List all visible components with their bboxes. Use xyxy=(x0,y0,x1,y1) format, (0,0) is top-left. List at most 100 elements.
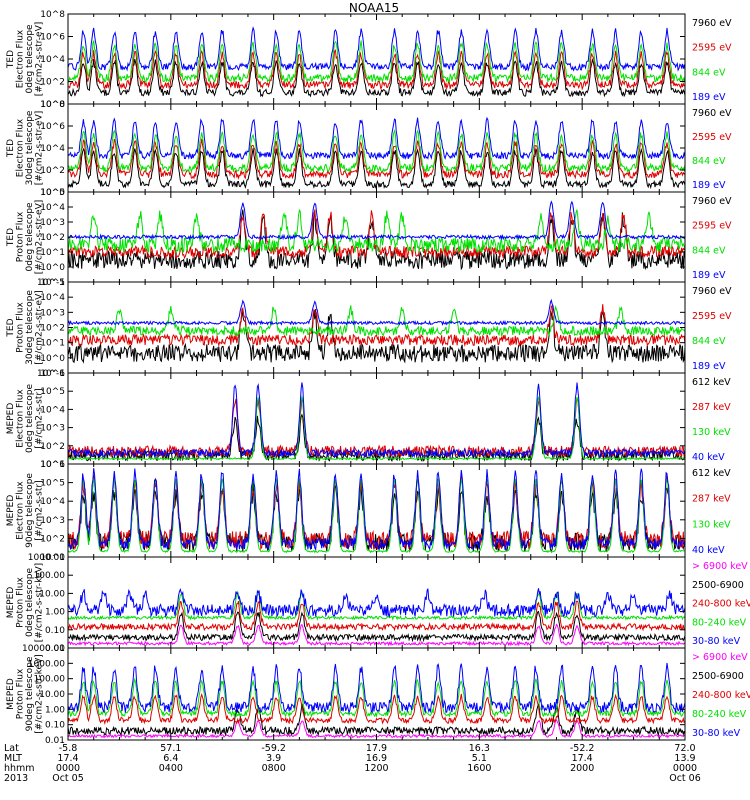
y-tick-label: 10^3 xyxy=(40,308,65,318)
y-tick-label: 10^5 xyxy=(40,479,65,489)
y-tick-label: 10^2 xyxy=(40,78,65,88)
y-tick-label: 10^2 xyxy=(40,442,65,452)
legend-entry: 844 eV xyxy=(692,156,726,167)
y-tick-label: 0.10 xyxy=(45,626,65,636)
x-axis-row-label: 2013 xyxy=(4,773,28,784)
legend-entry: 189 eV xyxy=(692,180,726,191)
y-tick-label: 10^6 xyxy=(40,369,65,379)
legend-entry: 40 keV xyxy=(692,452,725,463)
y-tick-label: 10^0 xyxy=(40,263,65,273)
x-tick-label: -52.2 xyxy=(570,743,595,754)
panel-5: 10^6 10^5 10^4 10^3 10^2 10^1 MEPED Electron Fl… xyxy=(6,369,731,470)
y-tick-label: 0.10 xyxy=(45,721,65,731)
legend-entry: > 6900 keV xyxy=(692,561,748,572)
legend-entry: 2595 eV xyxy=(692,43,732,54)
series-line-844-ev xyxy=(68,128,685,174)
y-axis-label: 0deg telescope xyxy=(25,24,35,94)
legend-entry: 240-800 keV xyxy=(692,690,750,701)
x-tick-label: 72.0 xyxy=(674,743,695,754)
panel-2-data xyxy=(68,116,685,190)
x-tick-label: 0400 xyxy=(159,763,183,774)
series-line-7960-ev xyxy=(68,57,685,98)
y-tick-label: 10^-1 xyxy=(37,278,65,288)
series-line-189-ev xyxy=(68,200,685,241)
y-tick-label: 10^4 xyxy=(40,144,65,154)
y-tick-label: 10^5 xyxy=(40,278,65,288)
panel-frame xyxy=(67,103,686,193)
y-tick-label: 10000.00 xyxy=(22,644,65,654)
x-tick-label: 0800 xyxy=(262,763,286,774)
series-line-2595-ev xyxy=(68,49,685,91)
y-axis-label: MEPED xyxy=(6,495,16,527)
y-tick-label: 10^0 xyxy=(40,354,65,364)
y-axis-label: TED xyxy=(6,50,16,69)
y-tick-label: 10^1 xyxy=(40,248,65,258)
y-tick-label: 10^1 xyxy=(40,460,65,470)
series-line-240-800-kev xyxy=(68,692,685,726)
y-axis-label: [#/cm2-s-str-keV] xyxy=(35,654,45,733)
legend-entry: 287 keV xyxy=(692,402,731,413)
x-tick-label: Oct 05 xyxy=(52,773,84,784)
y-tick-label: 10.00 xyxy=(39,589,65,599)
legend-entry: 130 keV xyxy=(692,519,731,530)
y-axis-label: Proton Flux xyxy=(16,668,26,719)
legend-entry: 189 eV xyxy=(692,92,726,103)
series-line-7960-ev xyxy=(68,308,685,364)
y-axis-label: MEPED xyxy=(6,403,16,435)
panel-2: 10^8 10^6 10^4 10^2 10^0 TED Electron Flux 30de… xyxy=(6,100,732,198)
legend-entry: 612 keV xyxy=(692,377,731,388)
y-tick-label: 10^2 xyxy=(40,324,65,334)
series-line-2595-ev xyxy=(68,138,685,180)
y-tick-label: 10^4 xyxy=(40,293,65,303)
y-axis-label: [#/cm2-s-str-eV] xyxy=(35,290,45,365)
y-tick-label: 10^-1 xyxy=(37,369,65,379)
y-tick-label: 10^2 xyxy=(40,534,65,544)
legend-entry: 30-80 keV xyxy=(692,728,741,739)
x-axis-row-label: hhmm xyxy=(4,763,35,774)
y-tick-label: 1.00 xyxy=(45,608,65,618)
y-tick-label: 10^4 xyxy=(40,203,65,213)
panel-3-data xyxy=(68,200,685,271)
y-tick-label: 10^2 xyxy=(40,166,65,176)
series-line-240-800-kev xyxy=(68,600,685,632)
legend-entry: 240-800 keV xyxy=(692,599,750,610)
y-axis-label: TED xyxy=(6,139,16,158)
panel-frame xyxy=(67,647,686,741)
legend-entry: 612 keV xyxy=(692,468,731,479)
x-tick-label: 1600 xyxy=(467,763,491,774)
series-line-30-80-kev xyxy=(68,662,685,715)
y-tick-label: 0.01 xyxy=(45,644,65,654)
x-axis-row-label: MLT xyxy=(4,753,22,764)
y-axis-label: [#/cm2-s-str] xyxy=(35,480,45,540)
y-tick-label: 10^6 xyxy=(40,33,65,43)
panel-4-data xyxy=(68,298,685,364)
y-tick-label: 10^5 xyxy=(40,188,65,198)
y-tick-label: 10.00 xyxy=(39,690,65,700)
legend-entry: > 6900 keV xyxy=(692,652,748,663)
y-tick-label: 10^1 xyxy=(40,339,65,349)
y-axis-label: TED xyxy=(6,318,16,337)
y-tick-label: 10^0 xyxy=(40,100,65,110)
panel-7: 1000.00 100.00 10.00 1.00 0.10 0.01 MEPED Proto… xyxy=(6,553,750,654)
y-axis-label: Electron Flux xyxy=(16,481,26,540)
x-tick-label: 16.9 xyxy=(366,753,387,764)
series-line-2595-ev xyxy=(68,209,685,260)
legend-entry: 40 keV xyxy=(692,545,725,556)
series-line-189-ev xyxy=(68,26,685,72)
legend-entry: 30-80 keV xyxy=(692,636,741,647)
y-axis-label: 0deg telescope xyxy=(25,202,35,272)
y-tick-label: 10^8 xyxy=(40,100,65,110)
legend-entry: 7960 eV xyxy=(692,286,732,297)
series-line-189-ev xyxy=(68,116,685,161)
legend-entry: 80-240 keV xyxy=(692,617,747,628)
legend-entry: 2500-6900 xyxy=(692,671,744,682)
y-tick-label: 10^6 xyxy=(40,460,65,470)
legend-entry: 844 eV xyxy=(692,336,726,347)
y-axis-label: Proton Flux xyxy=(16,211,26,262)
y-axis-label: Electron Flux xyxy=(16,118,26,177)
legend-entry: 2595 eV xyxy=(692,132,732,143)
y-axis-label: 30deg telescope xyxy=(25,290,35,365)
y-tick-label: 10^5 xyxy=(40,387,65,397)
